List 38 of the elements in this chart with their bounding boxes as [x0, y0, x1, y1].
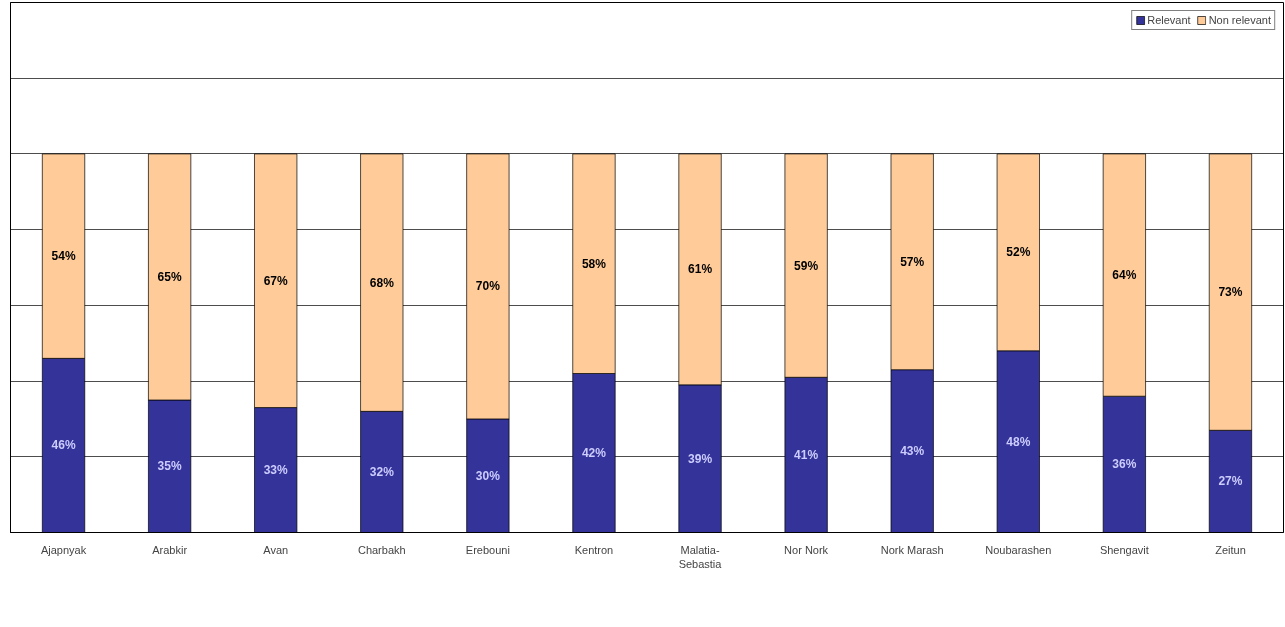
data-label: 30%: [475, 468, 501, 483]
data-label: 35%: [157, 459, 182, 474]
x-tick-label: Erebouni: [465, 543, 510, 556]
data-label: 43%: [900, 444, 925, 459]
x-tick-label: Zeitun: [1215, 543, 1246, 556]
data-label: 70%: [475, 279, 501, 294]
data-label: 64%: [1112, 268, 1137, 283]
data-label: 67%: [263, 273, 289, 288]
data-label: 68%: [369, 275, 395, 290]
x-tick-label: Avan: [263, 543, 289, 556]
x-tick-label: Nor Nork: [784, 543, 829, 556]
data-label: 57%: [900, 254, 925, 269]
data-label: 41%: [794, 447, 819, 462]
data-label: 59%: [794, 258, 819, 273]
x-tick-label: Charbakh: [357, 543, 406, 556]
data-label: 61%: [688, 262, 713, 277]
x-tick-label: Arabkir: [152, 543, 188, 556]
data-label: 54%: [51, 249, 76, 264]
data-label: 42%: [581, 446, 607, 460]
x-tick-label: Kentron: [574, 543, 614, 556]
x-tick-label: Noubarashen: [985, 543, 1052, 556]
x-tick-label: Shengavit: [1099, 543, 1149, 556]
data-label: 48%: [1006, 434, 1031, 449]
data-label: 58%: [581, 256, 607, 271]
data-label: 36%: [1112, 457, 1137, 472]
x-tick-label: Ajapnyak: [40, 543, 87, 556]
data-label: 73%: [1218, 285, 1243, 300]
data-label: 65%: [157, 269, 182, 284]
data-label: 32%: [369, 464, 395, 479]
legend-label: Relevant: [1147, 14, 1191, 26]
data-label: 39%: [688, 451, 713, 466]
x-tick-label: Nork Marash: [880, 543, 944, 556]
data-label: 52%: [1006, 245, 1031, 260]
x-tick-label: Malatia-Sebastia: [678, 543, 723, 570]
data-label: 27%: [1218, 474, 1243, 489]
data-label: 33%: [263, 463, 289, 478]
data-label: 46%: [51, 438, 76, 453]
legend-label: Non relevant: [1208, 14, 1271, 26]
